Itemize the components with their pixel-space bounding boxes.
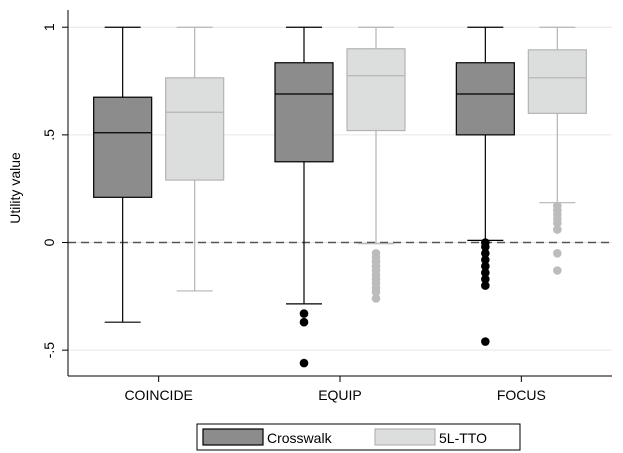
x-tick-label: COINCIDE [124, 387, 192, 403]
gridlines [68, 26, 612, 351]
box [93, 96, 153, 198]
y-axis-title: Utility value [7, 152, 23, 224]
outlier-point [553, 266, 562, 275]
box [274, 62, 334, 163]
outlier-point [299, 309, 309, 318]
y-tick-label: .5 [41, 129, 57, 141]
outlier-layer [299, 201, 562, 368]
outlier-point [481, 281, 490, 290]
y-tick-label: 1 [41, 23, 57, 31]
box-layer [93, 26, 587, 323]
outlier-point [553, 225, 562, 234]
x-tick-label: FOCUS [497, 387, 546, 403]
outlier-point [553, 218, 562, 228]
box [346, 48, 406, 132]
outlier-point [553, 248, 562, 258]
legend-swatch [374, 428, 436, 446]
y-tick-label: 0 [41, 238, 57, 246]
box [527, 49, 587, 114]
axes [62, 10, 612, 382]
outlier-point [481, 261, 490, 271]
outlier-point [299, 358, 309, 368]
outlier-point [481, 242, 490, 252]
outlier-point [481, 274, 490, 284]
outlier-point [481, 248, 490, 258]
outlier-point [481, 337, 490, 346]
box [165, 77, 225, 181]
x-tick-label: EQUIP [318, 387, 362, 403]
outlier-point [481, 268, 490, 277]
box [455, 62, 515, 136]
outlier-point [371, 294, 381, 303]
legend-label: 5L-TTO [439, 430, 487, 446]
legend-swatch [202, 428, 264, 446]
outlier-point [371, 287, 381, 297]
legend: Crosswalk 5L-TTO [196, 423, 521, 451]
outlier-point [299, 317, 309, 327]
outlier-point [481, 255, 490, 265]
legend-label: Crosswalk [267, 430, 333, 446]
y-tick-label: -.5 [41, 342, 57, 359]
tick-labels: -.5 0 .5 1 COINCIDE EQUIP FOCUS [41, 23, 546, 403]
